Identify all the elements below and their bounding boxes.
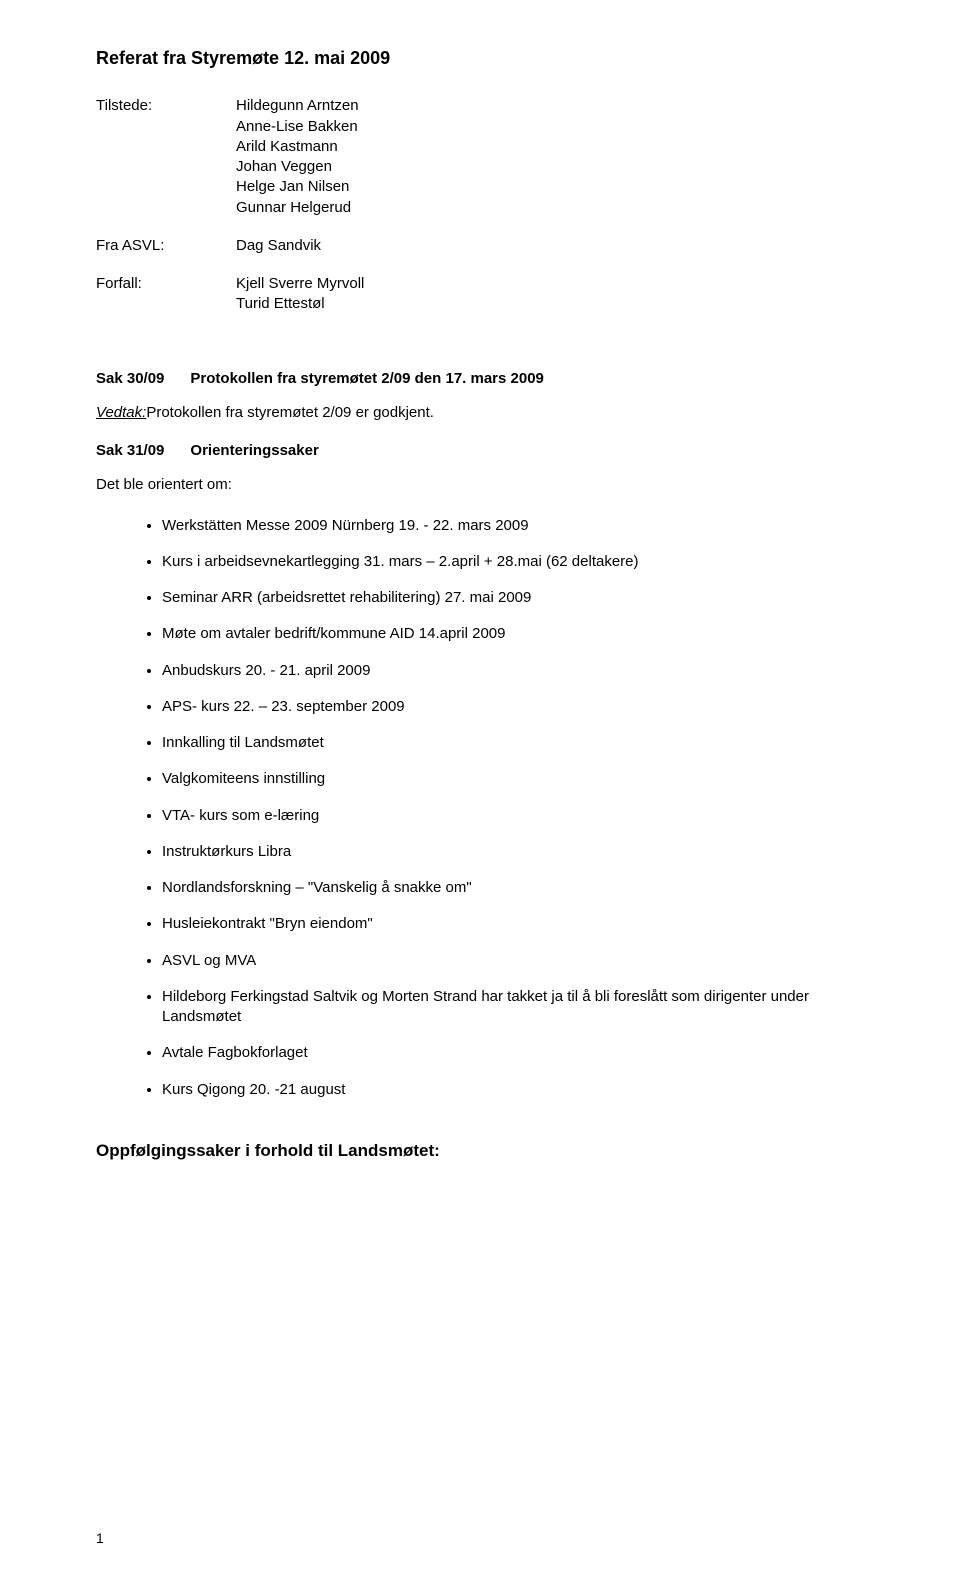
list-item: Valgkomiteens innstilling <box>162 765 880 801</box>
meta-line: Dag Sandvik <box>236 236 880 256</box>
page-title: Referat fra Styremøte 12. mai 2009 <box>96 46 880 70</box>
meta-line: Kjell Sverre Myrvoll <box>236 274 880 294</box>
meta-line: Turid Ettestøl <box>236 294 880 314</box>
list-item: Innkalling til Landsmøtet <box>162 729 880 765</box>
list-item: VTA- kurs som e-læring <box>162 802 880 838</box>
list-item: Kurs Qigong 20. -21 august <box>162 1076 880 1112</box>
list-item: Werkstätten Messe 2009 Nürnberg 19. - 22… <box>162 512 880 548</box>
meta-label-fra-asvl: Fra ASVL: <box>96 236 206 274</box>
list-item: ASVL og MVA <box>162 947 880 983</box>
meta-line: Helge Jan Nilsen <box>236 177 880 197</box>
meta-line: Gunnar Helgerud <box>236 198 880 218</box>
sak-31-list: Werkstätten Messe 2009 Nürnberg 19. - 22… <box>96 512 880 1112</box>
list-item: Husleiekontrakt "Bryn eiendom" <box>162 910 880 946</box>
sak-31-intro: Det ble orientert om: <box>96 475 880 495</box>
meta-line: Johan Veggen <box>236 157 880 177</box>
list-item: Nordlandsforskning – "Vanskelig å snakke… <box>162 874 880 910</box>
list-item: Seminar ARR (arbeidsrettet rehabiliterin… <box>162 584 880 620</box>
meta-value-forfall: Kjell Sverre Myrvoll Turid Ettestøl <box>236 274 880 333</box>
list-item: Instruktørkurs Libra <box>162 838 880 874</box>
meta-value-fra-asvl: Dag Sandvik <box>236 236 880 274</box>
sak-31-id: Sak 31/09 <box>96 441 164 461</box>
vedtak-text: Protokollen fra styremøtet 2/09 er godkj… <box>146 404 434 421</box>
list-item: APS- kurs 22. – 23. september 2009 <box>162 693 880 729</box>
meta-line: Arild Kastmann <box>236 137 880 157</box>
list-item: Møte om avtaler bedrift/kommune AID 14.a… <box>162 620 880 656</box>
meta-line: Hildegunn Arntzen <box>236 96 880 116</box>
sak-30-line: Sak 30/09 Protokollen fra styremøtet 2/0… <box>96 369 880 389</box>
meta-value-tilstede: Hildegunn Arntzen Anne-Lise Bakken Arild… <box>236 96 880 236</box>
sak-31-title: Orienteringssaker <box>190 441 318 461</box>
page-number: 1 <box>96 1529 104 1548</box>
meta-table: Tilstede: Hildegunn Arntzen Anne-Lise Ba… <box>96 96 880 332</box>
list-item: Anbudskurs 20. - 21. april 2009 <box>162 657 880 693</box>
sak-30-vedtak: Vedtak:Protokollen fra styremøtet 2/09 e… <box>96 403 880 423</box>
list-item: Avtale Fagbokforlaget <box>162 1039 880 1075</box>
followup-heading: Oppfølgingssaker i forhold til Landsmøte… <box>96 1140 880 1163</box>
meta-label-tilstede: Tilstede: <box>96 96 206 236</box>
sak-30-id: Sak 30/09 <box>96 369 164 389</box>
list-item: Hildeborg Ferkingstad Saltvik og Morten … <box>162 983 880 1040</box>
meta-line: Anne-Lise Bakken <box>236 117 880 137</box>
vedtak-label: Vedtak: <box>96 404 146 421</box>
sak-31-line: Sak 31/09 Orienteringssaker <box>96 441 880 461</box>
meta-label-forfall: Forfall: <box>96 274 206 333</box>
list-item: Kurs i arbeidsevnekartlegging 31. mars –… <box>162 548 880 584</box>
page: Referat fra Styremøte 12. mai 2009 Tilst… <box>0 0 960 1578</box>
sak-30-title: Protokollen fra styremøtet 2/09 den 17. … <box>190 369 544 389</box>
